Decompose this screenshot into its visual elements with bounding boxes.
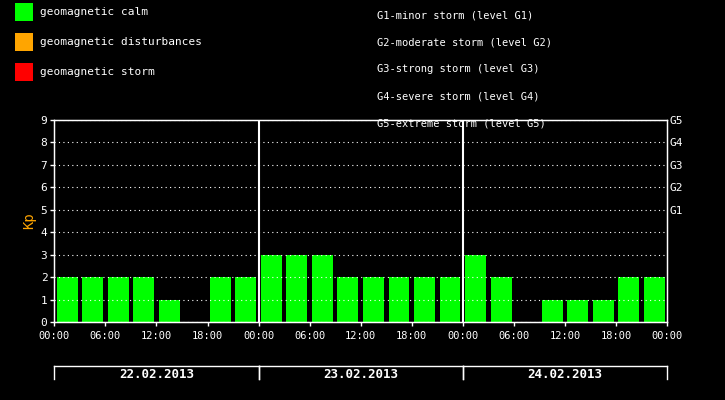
Text: G1-minor storm (level G1): G1-minor storm (level G1) — [377, 10, 534, 20]
Bar — [465, 255, 486, 322]
Bar — [618, 277, 639, 322]
Bar — [159, 300, 180, 322]
Bar — [236, 277, 256, 322]
Bar — [210, 277, 231, 322]
Bar — [542, 300, 563, 322]
Bar — [414, 277, 435, 322]
Bar — [82, 277, 103, 322]
Bar — [133, 277, 154, 322]
Bar — [593, 300, 613, 322]
Text: 23.02.2013: 23.02.2013 — [323, 368, 398, 382]
Bar — [363, 277, 384, 322]
Text: geomagnetic storm: geomagnetic storm — [40, 67, 154, 77]
Bar — [644, 277, 665, 322]
Bar — [312, 255, 333, 322]
Text: geomagnetic disturbances: geomagnetic disturbances — [40, 37, 202, 47]
Text: G2-moderate storm (level G2): G2-moderate storm (level G2) — [377, 37, 552, 47]
Bar — [491, 277, 512, 322]
Bar — [337, 277, 358, 322]
Bar — [439, 277, 460, 322]
Text: 22.02.2013: 22.02.2013 — [119, 368, 194, 382]
Bar — [261, 255, 282, 322]
Text: 24.02.2013: 24.02.2013 — [527, 368, 602, 382]
Text: G3-strong storm (level G3): G3-strong storm (level G3) — [377, 64, 539, 74]
Bar — [286, 255, 307, 322]
Text: G4-severe storm (level G4): G4-severe storm (level G4) — [377, 92, 539, 102]
Bar — [108, 277, 128, 322]
Text: G5-extreme storm (level G5): G5-extreme storm (level G5) — [377, 119, 546, 129]
Bar — [57, 277, 78, 322]
Text: geomagnetic calm: geomagnetic calm — [40, 7, 148, 17]
Bar — [567, 300, 588, 322]
Bar — [389, 277, 410, 322]
Y-axis label: Kp: Kp — [22, 213, 36, 229]
